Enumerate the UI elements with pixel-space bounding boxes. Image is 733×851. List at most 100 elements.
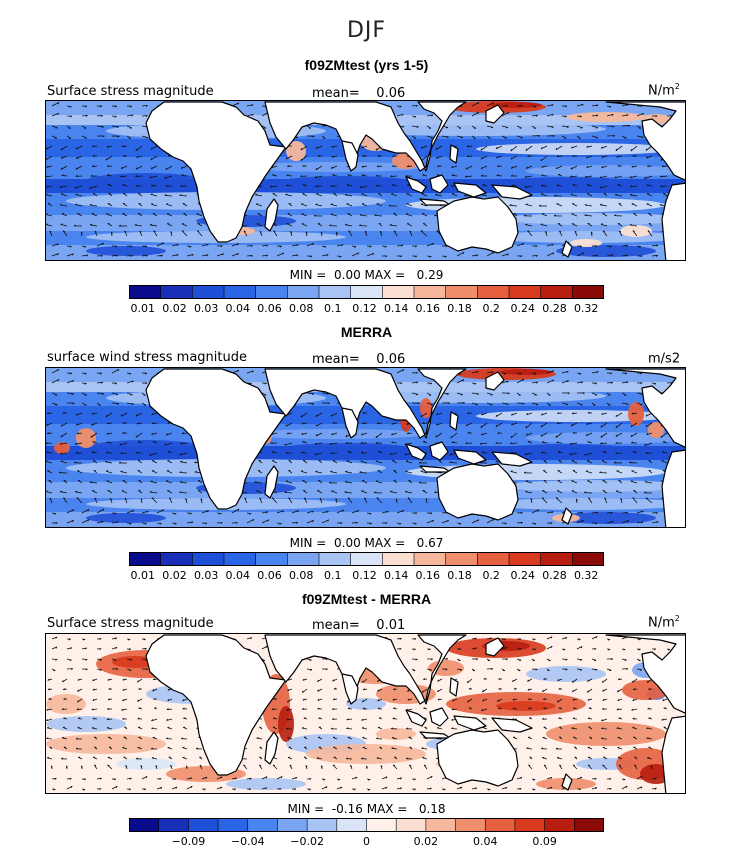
colorbar-tick-label: 0.12 — [352, 569, 377, 582]
colorbar-swatch — [129, 818, 160, 832]
colorbar-tick-label: 0.06 — [257, 569, 282, 582]
colorbar-tick-label: 0.2 — [482, 569, 500, 582]
colorbar-tick-label: 0.03 — [193, 569, 219, 582]
colorbar-tick-label: 0.32 — [573, 302, 599, 315]
colorbar-swatch — [540, 285, 574, 299]
diff-continents — [145, 634, 685, 793]
units-label-obs: m/s2 — [648, 351, 681, 367]
colorbar-swatch — [455, 818, 487, 832]
colorbar-swatch — [425, 818, 457, 832]
obs-continents — [145, 368, 685, 527]
panel-title-obs: MERRA — [340, 324, 393, 340]
colorbar-swatch — [382, 552, 415, 566]
colorbar-tick-label: 0.08 — [288, 302, 314, 315]
colorbar-swatch — [129, 285, 162, 299]
colorbar-tick-label: 0.01 — [130, 302, 156, 315]
colorbar-swatch — [158, 818, 190, 832]
colorbar-swatch — [192, 552, 225, 566]
panel-title-model: f09ZMtest (yrs 1-5) — [304, 57, 429, 73]
colorbar-tick-label: 0.14 — [383, 569, 409, 582]
colorbar-tick-label: 0.08 — [288, 569, 314, 582]
mean-label-obs: mean= 0.06 — [312, 352, 406, 367]
colorbar-swatch — [287, 552, 320, 566]
colorbar-swatch — [508, 285, 542, 299]
diff-wind-vectors — [46, 636, 685, 791]
colorbar-tick-label: 0.04 — [473, 835, 498, 848]
colorbar-tick-label: 0.01 — [130, 569, 156, 582]
colorbar-tick-label: 0.1 — [324, 302, 342, 315]
colorbar-swatch — [350, 285, 384, 299]
colorbar-diff — [129, 818, 604, 832]
colorbar-tick-label: 0.2 — [482, 302, 500, 315]
colorbar-swatch — [477, 552, 510, 566]
colorbar-swatch — [540, 552, 574, 566]
colorbar-swatch — [445, 552, 479, 566]
minmax-diff: MIN = -0.16 MAX = 0.18 — [287, 802, 446, 816]
colorbar-swatch — [247, 818, 279, 832]
colorbar-swatch — [129, 552, 162, 566]
colorbar-tick-label: 0.16 — [415, 302, 441, 315]
colorbar-swatch — [160, 552, 194, 566]
colorbar-tick-label: 0.02 — [162, 569, 187, 582]
colorbar-tick-label: 0.1 — [324, 569, 342, 582]
colorbar-tick-label: 0.24 — [510, 302, 536, 315]
variable-label-model: Surface stress magnitude — [47, 84, 214, 99]
colorbar-tick-label: 0.04 — [225, 569, 251, 582]
colorbar-tick-label: −0.09 — [171, 835, 206, 848]
colorbar-swatch — [223, 285, 257, 299]
colorbar-tick-label: 0.09 — [532, 835, 557, 848]
colorbar-swatch — [277, 818, 308, 832]
variable-label-obs: surface wind stress magnitude — [47, 350, 247, 365]
colorbar-tick-label: 0 — [363, 835, 370, 848]
map-panel-diff — [45, 633, 686, 794]
colorbar-swatch — [336, 818, 368, 832]
colorbar-swatch — [514, 818, 546, 832]
colorbar-tick-label: 0.28 — [542, 569, 567, 582]
colorbar-tick-label: 0.18 — [447, 302, 472, 315]
mean-label-model: mean= 0.06 — [312, 86, 406, 101]
panel-title-diff: f09ZMtest - MERRA — [301, 591, 432, 607]
colorbar-swatch — [217, 818, 249, 832]
colorbar-swatch — [572, 285, 604, 299]
colorbar-swatch — [544, 818, 576, 832]
model-continents — [145, 101, 685, 260]
colorbar-swatch — [413, 552, 447, 566]
minmax-model: MIN = 0.00 MAX = 0.29 — [289, 268, 444, 282]
colorbar-swatch — [318, 285, 352, 299]
colorbar-tick-label: 0.04 — [225, 302, 251, 315]
minmax-obs: MIN = 0.00 MAX = 0.67 — [289, 536, 444, 550]
colorbar-swatch — [223, 552, 257, 566]
colorbar-model — [129, 285, 604, 299]
colorbar-swatch — [192, 285, 225, 299]
colorbar-tick-label: −0.04 — [230, 835, 265, 848]
units-label-model: N/m2 — [648, 82, 680, 99]
units-label-diff: N/m2 — [648, 614, 680, 631]
map-panel-model — [45, 100, 686, 261]
colorbar-swatch — [188, 818, 219, 832]
colorbar-tick-label: 0.32 — [573, 569, 599, 582]
colorbar-swatch — [508, 552, 542, 566]
colorbar-tick-label: 0.18 — [447, 569, 472, 582]
colorbar-swatch — [350, 552, 384, 566]
colorbar-swatch — [318, 552, 352, 566]
colorbar-ticks-obs: 0.01 0.02 0.03 0.04 0.06 0.08 0.1 0.12 0.14 0.16 0… — [0, 569, 733, 583]
colorbar-tick-label: 0.14 — [383, 302, 409, 315]
colorbar-swatch — [445, 285, 479, 299]
colorbar-tick-label: 0.28 — [542, 302, 567, 315]
colorbar-swatch — [382, 285, 415, 299]
colorbar-swatch — [255, 552, 289, 566]
colorbar-tick-label: 0.12 — [352, 302, 377, 315]
colorbar-tick-label: 0.02 — [413, 835, 439, 848]
colorbar-tick-label: 0.02 — [162, 302, 187, 315]
colorbar-swatch — [306, 818, 338, 832]
colorbar-swatch — [366, 818, 397, 832]
colorbar-ticks-model: 0.01 0.02 0.03 0.04 0.06 0.08 0.1 0.12 0.14 0.16 0… — [0, 302, 733, 316]
colorbar-ticks-diff: −0.09 −0.04 −0.02 0 0.02 0.04 0.09 — [0, 835, 733, 849]
colorbar-swatch — [413, 285, 447, 299]
colorbar-swatch — [574, 818, 604, 832]
variable-label-diff: Surface stress magnitude — [47, 616, 214, 631]
colorbar-swatch — [484, 818, 516, 832]
colorbar-obs — [129, 552, 604, 566]
mean-label-diff: mean= 0.01 — [312, 618, 406, 633]
colorbar-tick-label: 0.16 — [415, 569, 441, 582]
